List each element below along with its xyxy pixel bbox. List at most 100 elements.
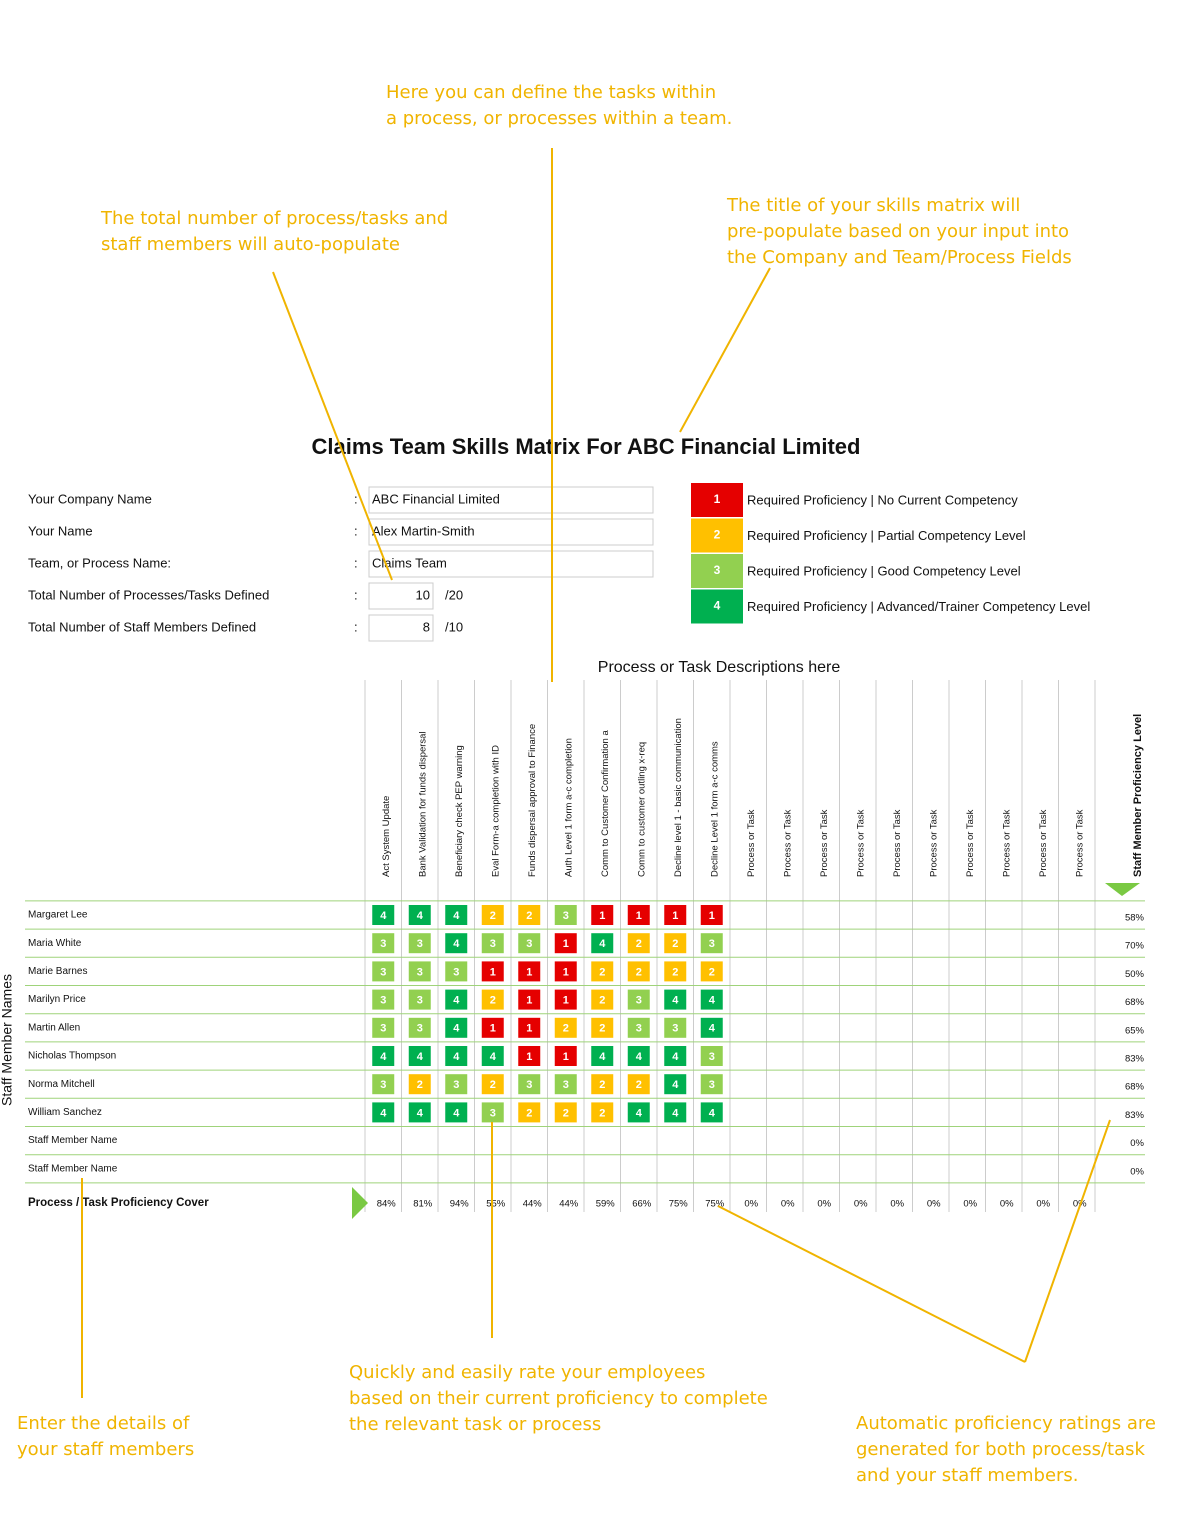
annotation: Here you can define the tasks within bbox=[386, 82, 716, 103]
rating-cell bbox=[408, 1074, 431, 1095]
staff-level: 65% bbox=[1125, 1025, 1145, 1036]
annotation: a process, or processes within a team. bbox=[386, 108, 732, 129]
rating-value: 3 bbox=[417, 995, 423, 1007]
staff-name: Maria White bbox=[28, 938, 82, 949]
annotation: The title of your skills matrix will bbox=[726, 195, 1020, 216]
rating-value: 4 bbox=[380, 1051, 387, 1063]
rating-value: 3 bbox=[526, 1079, 532, 1091]
staff-name: Nicholas Thompson bbox=[28, 1051, 116, 1062]
rating-value: 4 bbox=[453, 1107, 460, 1119]
rating-value: 3 bbox=[380, 938, 386, 950]
column-header: Process or Task bbox=[1074, 809, 1085, 877]
cover-value: 81% bbox=[413, 1199, 433, 1210]
field-max: /10 bbox=[445, 619, 463, 634]
rating-cell bbox=[627, 1046, 650, 1066]
rating-value: 2 bbox=[599, 1107, 605, 1119]
rating-cell bbox=[372, 1074, 395, 1095]
staff-name: William Sanchez bbox=[28, 1107, 102, 1118]
callout-lines bbox=[81, 148, 1111, 1398]
staff-name: Norma Mitchell bbox=[28, 1079, 95, 1090]
field-label: Total Number of Processes/Tasks Defined bbox=[28, 587, 269, 602]
rating-value: 4 bbox=[417, 1051, 424, 1063]
column-header: Process or Task bbox=[1001, 809, 1012, 877]
level-arrow bbox=[1105, 883, 1140, 896]
rating-cell bbox=[700, 933, 723, 954]
rating-cell bbox=[481, 1074, 504, 1095]
rating-cell bbox=[481, 1046, 504, 1066]
rating-cell bbox=[518, 933, 541, 954]
column-header: Comm to Customer Confirmation a bbox=[600, 730, 611, 877]
rating-cell bbox=[664, 1046, 687, 1066]
rating-cell bbox=[445, 1102, 468, 1123]
legend-swatch bbox=[691, 589, 743, 624]
column-header: Auth Level 1 form a-c completion bbox=[563, 738, 574, 877]
rating-cell bbox=[554, 905, 577, 925]
rating-cell bbox=[554, 933, 577, 954]
rating-cell bbox=[445, 1074, 468, 1095]
rating-cell bbox=[627, 961, 650, 982]
rating-value: 3 bbox=[380, 1023, 386, 1035]
rating-value: 4 bbox=[709, 995, 716, 1007]
rating-value: 3 bbox=[417, 938, 423, 950]
rating-value: 1 bbox=[563, 938, 569, 950]
field-label: Team, or Process Name: bbox=[28, 555, 171, 570]
cover-arrow bbox=[352, 1187, 368, 1219]
column-header: Process or Task bbox=[746, 809, 757, 877]
annotation: Quickly and easily rate your employees bbox=[349, 1362, 705, 1383]
rating-cell bbox=[700, 905, 723, 925]
rating-value: 1 bbox=[526, 1051, 532, 1063]
staff-name: Margaret Lee bbox=[28, 910, 88, 921]
rating-value: 3 bbox=[636, 1023, 642, 1035]
callout-line bbox=[679, 267, 771, 433]
legend-swatch bbox=[691, 483, 743, 517]
annotation: and your staff members. bbox=[856, 1465, 1079, 1486]
rating-value: 3 bbox=[380, 995, 386, 1007]
legend-level: 1 bbox=[714, 492, 721, 506]
rating-cell bbox=[627, 1074, 650, 1095]
rating-cell bbox=[372, 961, 395, 982]
rating-value: 4 bbox=[672, 1079, 679, 1091]
rating-value: 1 bbox=[709, 910, 715, 922]
rows-heading: Staff Member Names bbox=[0, 974, 15, 1106]
rating-value: 2 bbox=[490, 1079, 496, 1091]
rating-value: 2 bbox=[599, 995, 605, 1007]
annotation: the Company and Team/Process Fields bbox=[727, 247, 1072, 268]
rating-value: 2 bbox=[563, 1107, 569, 1119]
rating-cell bbox=[591, 1017, 614, 1038]
column-header: Process or Task bbox=[819, 809, 830, 877]
rating-value: 3 bbox=[417, 1023, 423, 1035]
rating-cell bbox=[408, 1046, 431, 1066]
cover-value: 0% bbox=[744, 1199, 758, 1210]
rating-value: 4 bbox=[636, 1107, 643, 1119]
rating-cell bbox=[518, 1102, 541, 1123]
rating-value: 4 bbox=[417, 1107, 424, 1119]
rating-value: 3 bbox=[563, 910, 569, 922]
rating-value: 4 bbox=[453, 1023, 460, 1035]
rating-cell bbox=[372, 905, 395, 925]
rating-cell bbox=[445, 989, 468, 1010]
rating-cell bbox=[481, 933, 504, 954]
rating-value: 1 bbox=[599, 910, 605, 922]
rating-value: 1 bbox=[563, 966, 569, 978]
callout-line bbox=[272, 271, 393, 581]
rating-value: 2 bbox=[563, 1023, 569, 1035]
rating-value: 4 bbox=[636, 1051, 643, 1063]
rating-value: 3 bbox=[526, 938, 532, 950]
staff-name: Staff Member Name bbox=[28, 1135, 118, 1146]
rating-value: 2 bbox=[636, 1079, 642, 1091]
staff-name: Marilyn Price bbox=[28, 994, 86, 1005]
legend-level: 2 bbox=[714, 528, 721, 542]
rating-value: 2 bbox=[672, 966, 678, 978]
legend-text: Required Proficiency | Good Competency L… bbox=[747, 563, 1021, 578]
rating-cell bbox=[445, 933, 468, 954]
rating-value: 3 bbox=[453, 1079, 459, 1091]
rating-value: 1 bbox=[490, 966, 496, 978]
annotation: pre-populate based on your input into bbox=[727, 221, 1069, 242]
rating-value: 2 bbox=[490, 910, 496, 922]
rating-cell bbox=[591, 1102, 614, 1123]
rating-cell bbox=[408, 961, 431, 982]
rating-cell bbox=[591, 1074, 614, 1095]
column-header: Eval Form-a completion with ID bbox=[490, 745, 501, 877]
rating-value: 2 bbox=[636, 938, 642, 950]
rating-value: 2 bbox=[709, 966, 715, 978]
